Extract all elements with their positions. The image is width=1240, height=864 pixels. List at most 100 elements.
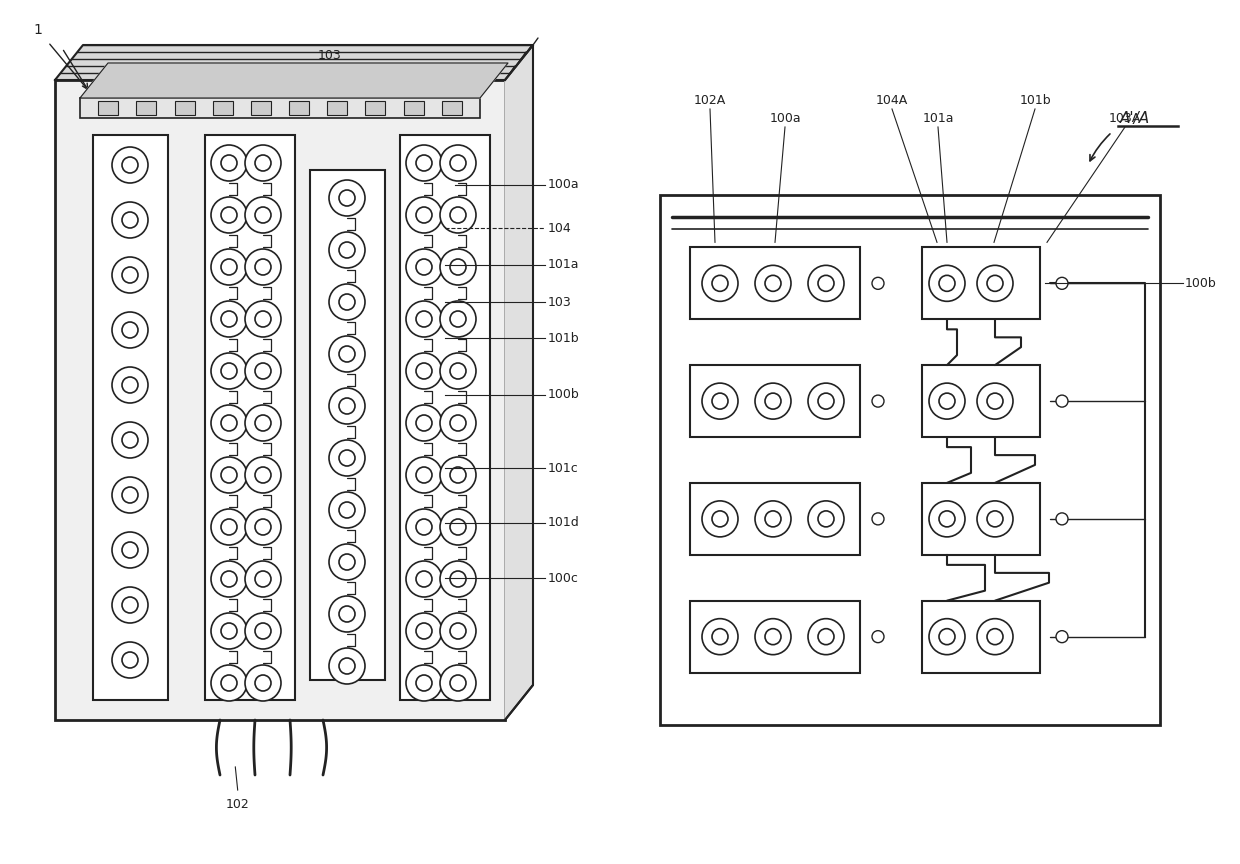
Circle shape: [329, 232, 365, 268]
Circle shape: [1056, 631, 1068, 643]
Text: 100c: 100c: [548, 571, 579, 585]
Bar: [401, 135, 490, 700]
Text: 101c: 101c: [548, 461, 579, 474]
Circle shape: [255, 155, 272, 171]
Circle shape: [987, 393, 1003, 410]
Circle shape: [255, 415, 272, 431]
Circle shape: [987, 511, 1003, 527]
Circle shape: [765, 629, 781, 645]
Bar: [98, 101, 118, 115]
Circle shape: [246, 405, 281, 441]
Circle shape: [755, 265, 791, 302]
Circle shape: [221, 363, 237, 379]
Circle shape: [122, 377, 138, 393]
Text: 103: 103: [548, 295, 572, 308]
Circle shape: [415, 155, 432, 171]
Circle shape: [112, 422, 148, 458]
Circle shape: [405, 405, 441, 441]
Text: A'/A: A'/A: [1120, 111, 1151, 125]
Circle shape: [122, 432, 138, 448]
Circle shape: [440, 353, 476, 389]
Circle shape: [808, 265, 844, 302]
Circle shape: [122, 212, 138, 228]
Circle shape: [1056, 277, 1068, 289]
Circle shape: [977, 501, 1013, 537]
Circle shape: [246, 457, 281, 493]
Circle shape: [440, 561, 476, 597]
Text: 102: 102: [226, 798, 250, 811]
Text: 104A: 104A: [875, 94, 908, 107]
Circle shape: [329, 180, 365, 216]
Circle shape: [255, 259, 272, 275]
Circle shape: [939, 511, 955, 527]
Circle shape: [808, 619, 844, 655]
Bar: [689, 483, 861, 555]
Circle shape: [122, 487, 138, 503]
Circle shape: [246, 613, 281, 649]
Circle shape: [977, 265, 1013, 302]
Circle shape: [405, 353, 441, 389]
Bar: [81, 98, 480, 118]
Circle shape: [1056, 395, 1068, 407]
Circle shape: [987, 276, 1003, 291]
Circle shape: [255, 571, 272, 587]
Circle shape: [211, 613, 247, 649]
Circle shape: [255, 467, 272, 483]
Circle shape: [415, 311, 432, 327]
Circle shape: [112, 367, 148, 403]
Circle shape: [450, 571, 466, 587]
Circle shape: [112, 312, 148, 348]
Circle shape: [440, 249, 476, 285]
Circle shape: [122, 322, 138, 338]
Circle shape: [415, 467, 432, 483]
Circle shape: [765, 511, 781, 527]
Circle shape: [440, 197, 476, 233]
Bar: [923, 600, 1040, 673]
Bar: [205, 135, 295, 700]
Circle shape: [339, 502, 355, 518]
Circle shape: [246, 145, 281, 181]
Circle shape: [112, 532, 148, 568]
Text: 101b: 101b: [1019, 94, 1050, 107]
Circle shape: [440, 301, 476, 337]
Circle shape: [339, 606, 355, 622]
Bar: [404, 101, 424, 115]
Circle shape: [712, 393, 728, 410]
Text: 101b: 101b: [548, 332, 579, 345]
Circle shape: [339, 554, 355, 570]
Circle shape: [929, 619, 965, 655]
Circle shape: [221, 259, 237, 275]
Circle shape: [329, 544, 365, 580]
Circle shape: [112, 202, 148, 238]
Circle shape: [221, 467, 237, 483]
Circle shape: [122, 597, 138, 613]
Circle shape: [339, 346, 355, 362]
Circle shape: [415, 571, 432, 587]
Circle shape: [929, 265, 965, 302]
Circle shape: [122, 652, 138, 668]
Circle shape: [329, 648, 365, 684]
Circle shape: [765, 393, 781, 410]
Circle shape: [939, 276, 955, 291]
Circle shape: [450, 363, 466, 379]
Circle shape: [405, 301, 441, 337]
Circle shape: [221, 415, 237, 431]
Circle shape: [977, 619, 1013, 655]
Circle shape: [211, 249, 247, 285]
Bar: [310, 170, 384, 680]
Circle shape: [221, 675, 237, 691]
Bar: [689, 600, 861, 673]
Circle shape: [112, 477, 148, 513]
Circle shape: [702, 619, 738, 655]
Circle shape: [450, 675, 466, 691]
Circle shape: [246, 561, 281, 597]
Text: 1: 1: [33, 23, 42, 37]
Circle shape: [221, 311, 237, 327]
Circle shape: [122, 267, 138, 283]
Circle shape: [929, 501, 965, 537]
Circle shape: [221, 207, 237, 223]
Circle shape: [987, 629, 1003, 645]
Circle shape: [872, 395, 884, 407]
Circle shape: [112, 642, 148, 678]
Bar: [689, 365, 861, 437]
